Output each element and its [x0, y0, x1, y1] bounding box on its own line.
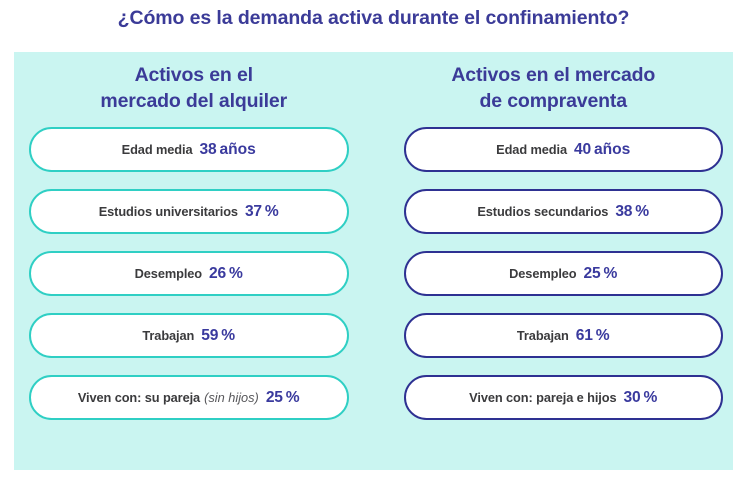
stat-value: 25 [265, 388, 283, 406]
column-heading-alquiler: Activos en el mercado del alquiler [14, 52, 374, 114]
stat-unit: % [285, 388, 300, 406]
stat-pill[interactable]: Trabajan 59 % [29, 313, 349, 359]
stat-unit: años [219, 140, 256, 158]
stat-label: Viven con: su pareja [77, 390, 201, 406]
stat-label: Estudios universitarios [98, 204, 238, 220]
stat-label: Trabajan [142, 328, 195, 344]
stat-pill[interactable]: Desempleo 25 % [403, 251, 723, 297]
column-heading-line-1: Activos en el [134, 64, 254, 86]
column-heading-line-2: mercado del alquiler [100, 89, 288, 112]
column-alquiler: Activos en el mercado del alquiler Edad … [14, 52, 374, 470]
stat-label: Trabajan [516, 328, 569, 344]
stat-value: 26 [209, 264, 226, 282]
stat-label: Estudios secundarios [477, 204, 609, 220]
stat-unit: % [221, 326, 236, 344]
column-heading-line-1: Activos en el mercado [451, 64, 656, 86]
stat-value: 25 [583, 264, 601, 282]
columns-container: Activos en el mercado del alquiler Edad … [14, 52, 733, 470]
stat-label: Edad media [121, 142, 193, 158]
stat-unit: % [635, 202, 650, 220]
stat-label: Desempleo [134, 266, 203, 282]
stat-pill[interactable]: Desempleo 26 % [29, 251, 349, 297]
stat-unit: % [643, 388, 658, 406]
stat-label: Viven con: pareja e hijos [469, 390, 617, 406]
page-title: ¿Cómo es la demanda activa durante el co… [117, 7, 630, 29]
stat-pill[interactable]: Viven con: pareja e hijos 30 % [403, 375, 723, 421]
stat-note: (sin hijos) [204, 390, 259, 406]
stat-value: 40 [573, 140, 591, 158]
column-heading-line-2: de compraventa [479, 89, 628, 112]
stat-pill[interactable]: Edad media 40 años [403, 127, 723, 173]
comparison-panel: Activos en el mercado del alquiler Edad … [14, 52, 733, 470]
stat-pill[interactable]: Edad media 38 años [29, 127, 349, 173]
stat-label: Desempleo [509, 266, 577, 282]
column-heading-compraventa: Activos en el mercado de compraventa [374, 52, 734, 114]
stat-value: 38 [615, 202, 633, 220]
stat-pill[interactable]: Estudios secundarios 38 % [403, 189, 723, 235]
stat-pill-list-alquiler: Edad media 38 años Estudios universitari… [14, 127, 374, 421]
stat-value: 30 [623, 388, 641, 406]
stat-value: 59 [201, 326, 219, 344]
stat-value: 61 [575, 326, 593, 344]
stat-label: Edad media [496, 142, 567, 158]
stat-pill[interactable]: Trabajan 61 % [403, 313, 723, 359]
column-compraventa: Activos en el mercado de compraventa Eda… [374, 52, 734, 470]
stat-unit: años [593, 140, 631, 158]
stat-pill-list-compraventa: Edad media 40 años Estudios secundarios … [374, 127, 734, 421]
stat-pill[interactable]: Viven con: su pareja (sin hijos) 25 % [29, 375, 349, 421]
stat-unit: % [595, 326, 610, 344]
stat-unit: % [264, 202, 279, 220]
stat-unit: % [228, 264, 243, 282]
stat-unit: % [603, 264, 618, 282]
stat-pill[interactable]: Estudios universitarios 37 % [29, 189, 349, 235]
stat-value: 38 [199, 140, 217, 158]
stat-value: 37 [244, 202, 262, 220]
